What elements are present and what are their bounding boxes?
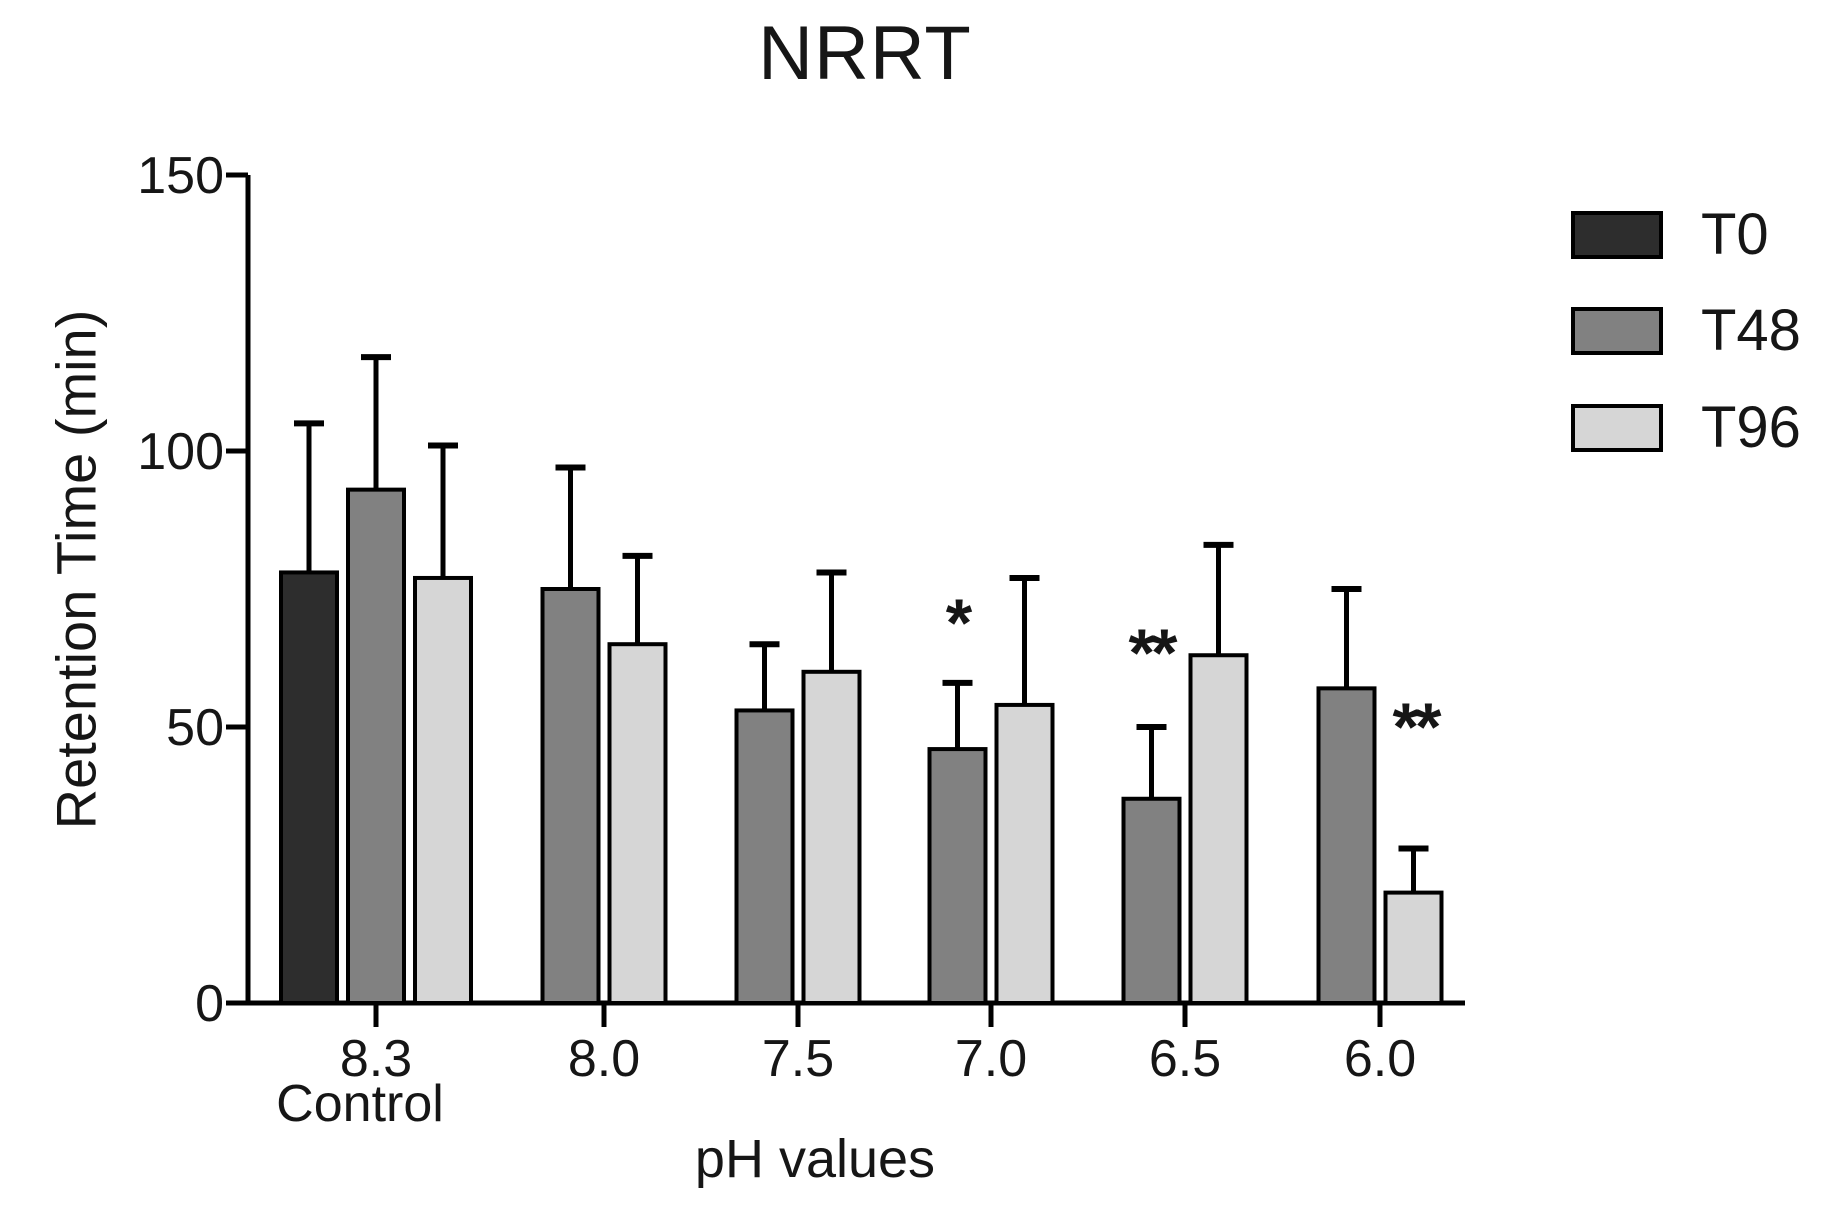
legend-row-t96: T96 (1571, 399, 1801, 457)
legend-row-t0: T0 (1571, 206, 1769, 264)
significance-marker: ** (1129, 615, 1178, 691)
bar-t96-6.5 (1188, 653, 1249, 1005)
legend-swatch-t96 (1571, 404, 1663, 452)
x-tick-label: 7.0 (955, 1030, 1027, 1088)
bar-t48-6.5 (1121, 796, 1182, 1006)
bar-t48-6.0 (1316, 686, 1377, 1005)
x-tick-sublabel: Control (276, 1075, 444, 1133)
chart-title: NRRT (758, 11, 972, 96)
y-tick-label: 150 (137, 147, 224, 205)
x-tick-label: 8.0 (568, 1030, 640, 1088)
bar-t96-8.3 (413, 575, 473, 1006)
significance-marker: * (946, 585, 973, 661)
bar-t96-7.5 (801, 669, 862, 1005)
legend-row-t48: T48 (1571, 302, 1801, 360)
bar-t48-7.5 (734, 708, 795, 1005)
x-tick-label: 6.5 (1149, 1030, 1221, 1088)
bar-t96-8.0 (607, 642, 668, 1005)
x-tick-label: 7.5 (762, 1030, 834, 1088)
x-axis-title: pH values (694, 1129, 936, 1189)
y-tick-label: 0 (195, 975, 224, 1033)
legend-label: T0 (1701, 202, 1769, 267)
legend-swatch-t48 (1571, 307, 1663, 355)
legend-swatch-t0 (1571, 211, 1663, 259)
bar-t48-7.0 (927, 747, 988, 1006)
bar-t96-6.0 (1383, 890, 1444, 1005)
y-tick-label: 100 (137, 423, 224, 481)
x-tick-label: 6.0 (1344, 1030, 1416, 1088)
bar-t0-8.3 (279, 570, 339, 1005)
significance-marker: ** (1393, 689, 1442, 765)
x-tick-label: 8.3 (340, 1030, 412, 1088)
bar-t48-8.3 (346, 487, 406, 1005)
bar-t48-8.0 (540, 587, 601, 1005)
legend-label: T48 (1701, 298, 1801, 363)
y-axis-title: Retention Time (min) (44, 309, 108, 830)
bar-t96-7.0 (994, 702, 1055, 1005)
y-tick-label: 50 (166, 699, 224, 757)
legend-label: T96 (1701, 395, 1801, 460)
